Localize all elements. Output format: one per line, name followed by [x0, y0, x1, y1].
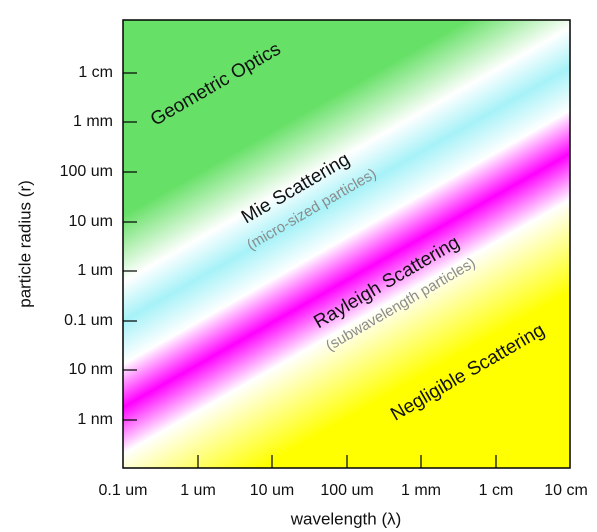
y-axis-title: particle radius (r) — [15, 180, 34, 308]
x-tick-label: 1 cm — [479, 482, 514, 499]
plot-area: Geometric Optics Mie Scattering (micro-s… — [122, 19, 571, 469]
x-tick-label: 100 um — [320, 482, 373, 499]
y-tick-label: 1 nm — [77, 411, 113, 428]
x-axis: 0.1 um 1 um 10 um 100 um 1 mm 1 cm 10 cm… — [99, 455, 588, 528]
y-tick-label: 10 um — [69, 213, 113, 230]
x-tick-label: 0.1 um — [99, 482, 148, 499]
y-tick-label: 10 nm — [69, 361, 113, 378]
y-axis: 1 cm 1 mm 100 um 10 um 1 um 0.1 um 10 nm… — [15, 64, 137, 428]
x-tick-label: 1 mm — [401, 482, 441, 499]
plot-background — [123, 20, 570, 468]
y-tick-label: 1 cm — [78, 64, 113, 81]
y-tick-label: 100 um — [60, 163, 113, 180]
y-tick-label: 1 um — [77, 262, 113, 279]
x-tick-label: 1 um — [180, 482, 216, 499]
y-tick-label: 0.1 um — [64, 312, 113, 329]
y-tick-label: 1 mm — [73, 113, 113, 130]
x-tick-label: 10 cm — [544, 482, 588, 499]
x-tick-label: 10 um — [250, 482, 294, 499]
x-axis-title: wavelength (λ) — [290, 509, 402, 528]
